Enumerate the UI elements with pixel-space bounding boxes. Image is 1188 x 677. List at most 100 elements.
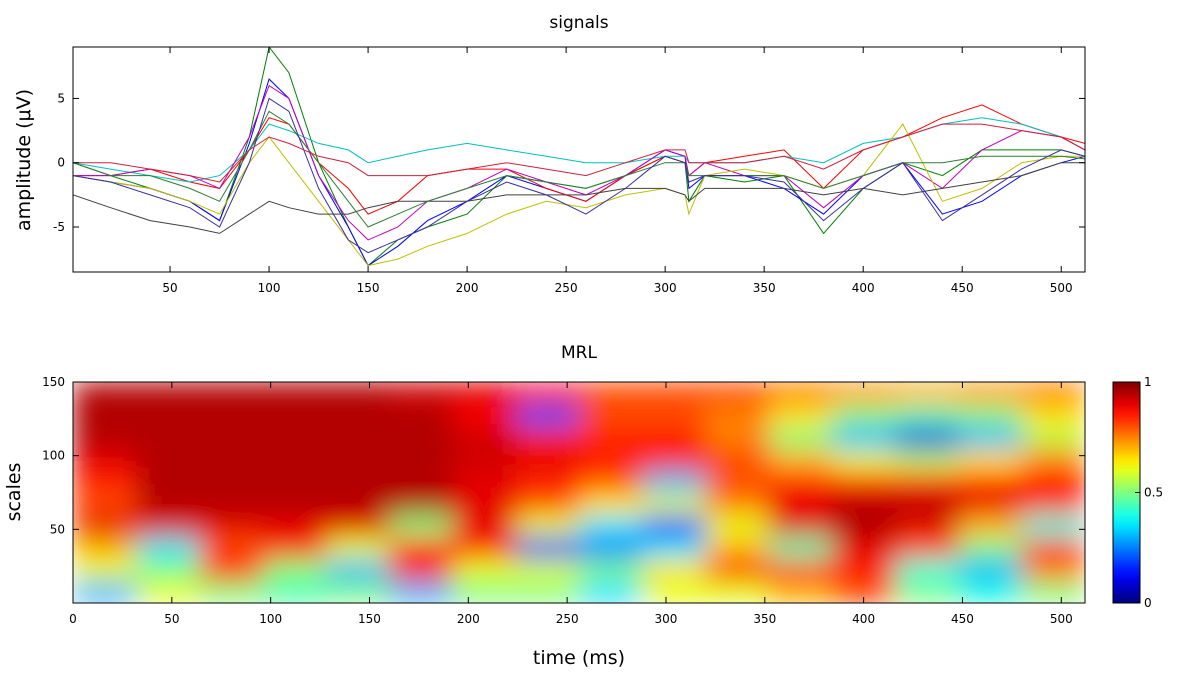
heatmap-cell [452, 382, 517, 405]
colorbar-tick-label: 1 [1144, 375, 1152, 389]
heatmap-cell [642, 536, 706, 560]
x-tick-label: 500 [1050, 281, 1073, 295]
heatmap-cell [958, 536, 1023, 560]
heatmap-cell [452, 558, 517, 582]
heatmap-cell [579, 470, 643, 493]
heatmap-cell [136, 536, 200, 560]
heatmap-cell [515, 448, 580, 471]
heatmap-cell [326, 404, 390, 427]
heatmap-cell [768, 558, 833, 582]
x-tick-label: 450 [951, 612, 974, 626]
heatmap-cell [895, 426, 959, 449]
heatmap-cell [958, 492, 1023, 516]
heatmap-cell [958, 382, 1023, 405]
heatmap-cell [515, 470, 580, 493]
heatmap-cell [389, 470, 453, 493]
heatmap-cell [579, 514, 643, 538]
heatmap-cell [832, 580, 896, 603]
heatmap-cell [389, 514, 453, 538]
heatmap-cell [452, 514, 517, 538]
heatmap-cell [73, 404, 137, 427]
heatmap-cell [705, 536, 770, 560]
x-tick-label: 250 [555, 281, 578, 295]
x-tick-label: 50 [162, 281, 177, 295]
signal-line [73, 104, 1085, 215]
heatmap-cell [1021, 382, 1085, 405]
chart-title: MRL [561, 343, 597, 363]
heatmap-cell [705, 470, 770, 493]
heatmap-cell [262, 536, 327, 560]
heatmap-cell [832, 382, 896, 405]
x-tick-label: 350 [753, 612, 776, 626]
heatmap-cell [389, 448, 453, 471]
axes-frame [72, 381, 1086, 604]
heatmap-cell [895, 536, 959, 560]
heatmap-cell [136, 580, 200, 603]
heatmap-cell [642, 492, 706, 516]
heatmap-cell [199, 580, 264, 603]
y-tick-label: 150 [42, 375, 65, 389]
heatmap-cell [642, 404, 706, 427]
heatmap-cell [515, 492, 580, 516]
heatmap-cell [515, 558, 580, 582]
signal-line [73, 123, 1085, 183]
heatmap-cell [832, 536, 896, 560]
y-axis-label: amplitude (μV) [13, 89, 35, 231]
heatmap-cell [515, 404, 580, 427]
heatmap-cell [73, 470, 137, 493]
heatmap-cell [895, 580, 959, 603]
heatmap-cell [895, 514, 959, 538]
x-tick-label: 350 [753, 281, 776, 295]
x-tick-label: 150 [357, 281, 380, 295]
heatmap-cell [579, 382, 643, 405]
heatmap-cell [326, 382, 390, 405]
signal-line [73, 117, 1085, 183]
heatmap-cell [326, 536, 390, 560]
heatmap-cell [326, 514, 390, 538]
heatmap-cell [389, 382, 453, 405]
heatmap-cell [958, 580, 1023, 603]
x-tick-label: 150 [358, 612, 381, 626]
heatmap-cell [579, 426, 643, 449]
heatmap-cell [73, 448, 137, 471]
heatmap-cell [1021, 426, 1085, 449]
signal-line [73, 47, 1085, 267]
x-tick-label: 250 [556, 612, 579, 626]
heatmap-cell [579, 448, 643, 471]
heatmap-cell [1021, 514, 1085, 538]
x-tick-label: 450 [951, 281, 974, 295]
y-axis-label: scales [3, 463, 25, 522]
y-tick-label: 50 [50, 522, 65, 536]
heatmap-cell [768, 448, 833, 471]
heatmap-cell [73, 382, 137, 405]
heatmap-cell [389, 492, 453, 516]
heatmap-cell [832, 470, 896, 493]
chart-title: signals [549, 13, 608, 33]
heatmap-cell [515, 514, 580, 538]
y-tick-label: 0 [57, 156, 65, 170]
x-tick-label: 300 [654, 281, 677, 295]
heatmap-cell [262, 492, 327, 516]
heatmap-cell [705, 448, 770, 471]
heatmap-cell [1021, 492, 1085, 516]
y-tick-label: 5 [57, 91, 65, 105]
heatmap-cell [452, 426, 517, 449]
heatmap-cell [705, 580, 770, 603]
x-tick-label: 400 [852, 612, 875, 626]
heatmap-cell [136, 426, 200, 449]
heatmap-cell [895, 448, 959, 471]
heatmap-cell [199, 536, 264, 560]
heatmap-cell [1021, 404, 1085, 427]
heatmap-cell [1021, 558, 1085, 582]
heatmap-cell [642, 558, 706, 582]
heatmap-cell [642, 382, 706, 405]
x-tick-label: 50 [164, 612, 179, 626]
heatmap-cell [768, 514, 833, 538]
x-tick-label: 100 [259, 612, 282, 626]
heatmap-cell [768, 426, 833, 449]
heatmap-cell [642, 448, 706, 471]
x-axis-label: time (ms) [533, 647, 625, 669]
heatmap-cell [1021, 470, 1085, 493]
axes-frame [72, 46, 1086, 273]
heatmap-cell [515, 382, 580, 405]
